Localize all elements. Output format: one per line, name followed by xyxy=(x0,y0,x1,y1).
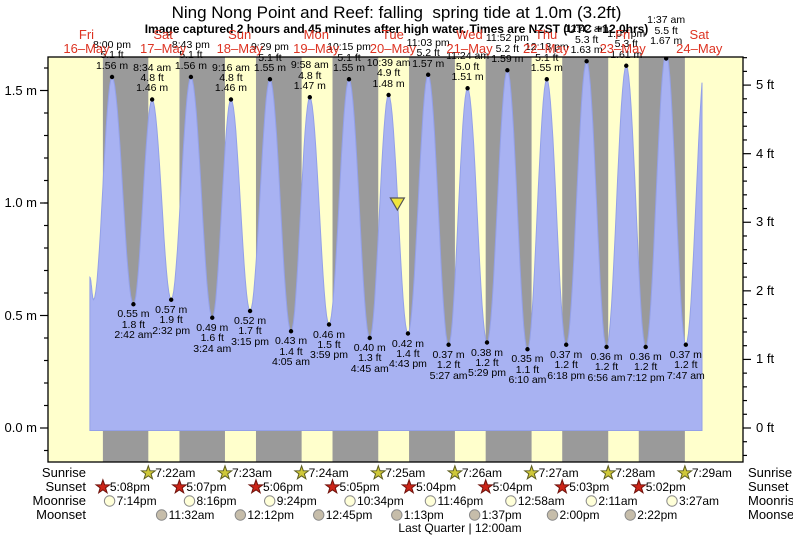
sunrise-row-label-left: Sunrise xyxy=(41,465,86,480)
low-tide-dot xyxy=(683,342,689,347)
high-tide-dot xyxy=(465,86,470,91)
moonrise-icon xyxy=(264,495,276,507)
moon-phase-note: Last Quarter | 12:00am xyxy=(398,521,522,535)
moonrise-icon xyxy=(585,495,598,507)
low-tide-dot xyxy=(288,329,294,334)
moonrise-row-label-left: Moonrise xyxy=(32,493,86,508)
high-tide-dot xyxy=(544,77,549,82)
high-tide-dot xyxy=(624,63,629,68)
high-tide-dot xyxy=(307,95,313,100)
current-tide-level-marker-icon xyxy=(389,197,406,212)
sunrise-star-icon xyxy=(446,464,464,481)
moonset-icon xyxy=(546,509,559,521)
tide-curve xyxy=(89,57,703,431)
moonset-icon xyxy=(312,509,325,521)
sunrise-star-icon xyxy=(140,464,157,481)
high-tide-dot xyxy=(584,59,589,64)
sunset-star-icon xyxy=(630,478,648,495)
high-tide-dot xyxy=(663,57,669,61)
low-tide-dot xyxy=(643,344,648,350)
high-tide-dot xyxy=(346,77,352,82)
sunset-star-icon xyxy=(94,478,112,495)
moonset-icon xyxy=(234,509,247,521)
high-tide-dot xyxy=(267,77,273,82)
low-tide-dot xyxy=(131,302,136,307)
sunset-star-icon xyxy=(553,478,571,495)
low-tide-dot xyxy=(525,347,530,352)
sunset-star-icon xyxy=(171,478,188,495)
high-tide-dot xyxy=(505,68,510,73)
moonset-icon xyxy=(391,509,403,521)
low-tide-dot xyxy=(326,322,332,327)
moonrise-icon xyxy=(666,495,678,507)
low-tide-dot xyxy=(168,297,174,302)
plot-frame xyxy=(47,56,744,463)
low-tide-dot xyxy=(367,335,372,341)
moonrise-icon xyxy=(183,495,196,507)
sunset-row-label-right: Sunset xyxy=(748,479,789,494)
moonrise-icon xyxy=(424,495,437,507)
sunset-star-icon xyxy=(477,478,494,495)
moonrise-icon xyxy=(344,495,356,507)
low-tide-dot xyxy=(564,342,569,347)
high-tide-dot xyxy=(386,92,391,98)
moonset-row-label-left: Moonset xyxy=(36,507,86,522)
moonrise-row-label-right: Moonrise xyxy=(748,493,793,508)
sunset-star-icon xyxy=(400,478,418,495)
sunset-star-icon xyxy=(247,478,265,495)
sunrise-star-icon xyxy=(523,464,540,481)
plot-area xyxy=(48,57,743,462)
high-tide-dot xyxy=(228,97,234,102)
low-tide-dot xyxy=(604,344,609,350)
sunrise-star-icon xyxy=(676,464,694,481)
low-tide-dot xyxy=(247,308,253,314)
low-tide-dot xyxy=(446,342,451,347)
sunrise-star-icon xyxy=(293,464,310,481)
chart-title: Ning Nong Point and Reef: falling spring… xyxy=(171,3,622,22)
sunrise-row-label-right: Sunrise xyxy=(748,465,793,480)
high-tide-dot xyxy=(425,72,431,77)
low-tide-dot xyxy=(484,340,490,345)
moonset-icon xyxy=(155,509,168,521)
low-tide-dot xyxy=(405,331,411,336)
moonrise-icon xyxy=(505,495,517,507)
low-tide-dot xyxy=(210,315,215,320)
sunrise-star-icon xyxy=(599,464,617,481)
sunset-row-label-left: Sunset xyxy=(45,479,86,494)
moonset-row-label-right: Moonset xyxy=(748,507,793,522)
sunrise-star-icon xyxy=(369,464,387,481)
high-tide-dot xyxy=(109,74,115,80)
high-tide-dot xyxy=(149,97,155,102)
sunrise-star-icon xyxy=(216,464,234,481)
moonset-icon xyxy=(624,509,636,521)
high-tide-dot xyxy=(188,74,194,80)
moonrise-icon xyxy=(103,495,116,507)
sunset-star-icon xyxy=(324,478,341,495)
moonset-icon xyxy=(468,509,481,521)
chart-subtitle: Image captured 2 hours and 45 minutes af… xyxy=(144,22,649,36)
